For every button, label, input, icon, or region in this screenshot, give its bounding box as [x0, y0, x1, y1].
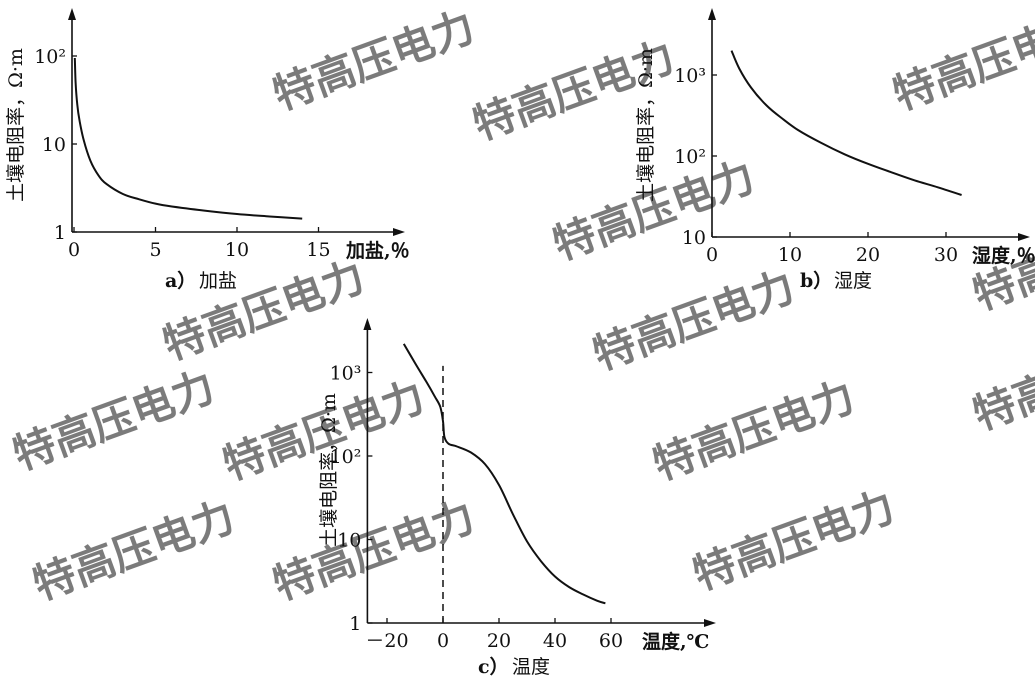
x-tick-label: 20: [487, 630, 511, 652]
x-tick-label: 0: [706, 244, 718, 266]
watermark-text: 特高压电力: [887, 2, 1035, 120]
x-axis-arrow: [704, 619, 716, 627]
watermark-text: 特高压电力: [647, 372, 861, 490]
y-tick-label: 10: [42, 134, 66, 156]
chart-panel-a: 0 5 10 15 1 10 10² 加盐,％ 土壤电阻率，Ω·m a） 加盐: [5, 8, 410, 292]
caption-text: 温度: [512, 656, 550, 678]
y-tick-label: 1: [54, 222, 66, 244]
series-line: [402, 343, 606, 605]
x-axis-arrow: [393, 228, 405, 236]
series-line: [73, 57, 303, 220]
y-axis-label: 土壤电阻率，Ω·m: [5, 48, 27, 202]
watermark-text: 特高压电力: [27, 492, 241, 610]
watermark-text: 特高压电力: [7, 362, 221, 480]
y-tick-label: 10: [337, 530, 361, 552]
caption-letter: c）: [478, 655, 509, 678]
x-axis-arrow: [1018, 233, 1030, 241]
y-tick-label: 10³: [674, 65, 706, 87]
watermark-text: 特高压电力: [687, 482, 901, 600]
y-axis-arrow: [363, 318, 372, 330]
caption-text: 湿度: [834, 270, 872, 292]
x-tick-label: 10: [778, 244, 802, 266]
x-tick-label: 0: [68, 239, 80, 261]
x-tick-label: 10: [225, 239, 249, 261]
y-axis-label: 土壤电阻率，Ω·m: [635, 48, 657, 202]
y-tick-label: 10²: [34, 46, 66, 68]
watermark-text: 特高压电力: [587, 262, 801, 380]
x-axis-label: 加盐,％: [345, 239, 410, 262]
chart-panel-c: －20 0 20 40 60 1 10 10² 10³ 温度,℃ 土壤电阻率，Ω·m c） 温度: [318, 318, 716, 678]
y-axis-label: 土壤电阻率，Ω·m: [318, 393, 340, 547]
x-tick-label: 60: [599, 630, 623, 652]
x-tick-label: －20: [365, 630, 408, 652]
x-tick-label: 30: [934, 244, 958, 266]
y-tick-label: 1: [349, 613, 361, 635]
y-tick-label: 10: [682, 227, 706, 249]
x-tick-label: 15: [306, 239, 330, 261]
watermark-text: 特高压电力: [267, 2, 481, 120]
x-tick-label: 5: [149, 239, 161, 261]
y-axis-arrow: [68, 8, 76, 20]
y-tick-label: 10²: [674, 146, 706, 168]
x-tick-label: 40: [543, 630, 567, 652]
x-axis-label: 温度,℃: [642, 630, 709, 653]
caption-text: 加盐: [199, 270, 237, 292]
series-line: [730, 50, 962, 196]
watermark-text: 特高压电力: [967, 322, 1035, 440]
x-axis-label: 湿度,％: [972, 244, 1035, 267]
caption-letter: b）: [800, 269, 832, 292]
x-tick-label: 20: [856, 244, 880, 266]
watermark-text: 特高压电力: [267, 492, 481, 610]
y-tick-label: 10³: [330, 363, 362, 385]
y-tick-label: 10²: [330, 446, 362, 468]
x-tick-label: 0: [437, 630, 449, 652]
caption-letter: a）: [165, 269, 196, 292]
y-axis-arrow: [708, 8, 716, 20]
